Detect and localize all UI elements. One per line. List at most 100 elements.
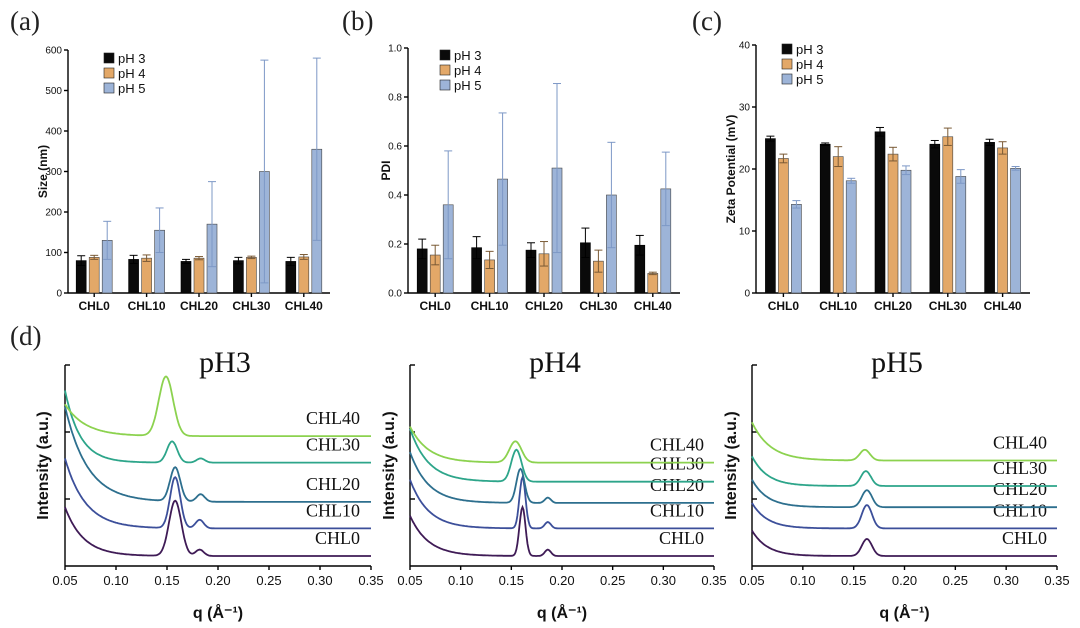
legend-swatch: [781, 43, 793, 55]
y-tick-label: 400: [45, 127, 62, 138]
x-tick-label: 0.35: [701, 573, 726, 588]
y-tick-label: 0: [744, 289, 750, 300]
x-tick-label: CHL20: [874, 299, 912, 313]
saxs-curve: [64, 406, 371, 503]
y-tick-label: 0.6: [388, 142, 402, 153]
bar: [887, 153, 899, 294]
y-tick-label: 0: [56, 289, 62, 300]
curve-label: CHL10: [306, 500, 360, 520]
legend-label: pH 4: [118, 66, 145, 81]
x-tick-label: 0.20: [892, 573, 917, 588]
saxs-curve: [64, 390, 371, 464]
legend-swatch: [103, 67, 115, 79]
legend-label: pH 3: [118, 51, 145, 66]
saxs-plot-ph3: 0.05 0.10 0.15 0.20 0.25 0.30 0.35 Intensity (a…: [35, 346, 384, 622]
curve-label: CHL40: [306, 408, 360, 428]
bar: [984, 142, 995, 294]
legend-swatch: [103, 52, 115, 64]
bar: [832, 156, 844, 294]
curve-label: CHL30: [993, 458, 1047, 478]
curve-label: CHL30: [650, 454, 704, 474]
curve-label: CHL20: [306, 474, 360, 494]
saxs-curve: [64, 375, 371, 437]
y-tick-label: 0.2: [388, 240, 402, 251]
x-tick-label: 0.05: [397, 573, 422, 588]
curve-label: CHL10: [650, 500, 704, 520]
bar-chart-zeta: 0 10 20 30 40 Zeta Potential (mV) CHL0 CHL10 CHL…: [724, 41, 1030, 313]
curve-label: CHL20: [993, 479, 1047, 499]
x-tick-label: CHL30: [929, 299, 967, 313]
x-tick-label: CHL0: [420, 299, 452, 313]
x-axis-label: q (Å⁻¹): [193, 603, 243, 622]
x-tick-label: 0.05: [739, 573, 764, 588]
y-axis-label: Intensity (a.u.): [381, 411, 398, 519]
curve-label: CHL30: [306, 435, 360, 455]
y-tick-label: 300: [45, 167, 62, 178]
y-tick-label: 600: [45, 46, 62, 57]
x-tick-label: CHL40: [285, 299, 323, 313]
x-axis-label: q (Å⁻¹): [537, 603, 587, 622]
x-tick-label: CHL30: [232, 299, 270, 313]
curve-label: CHL40: [650, 435, 704, 455]
curve-label: CHL20: [650, 475, 704, 495]
bar: [791, 204, 802, 294]
legend-label: pH 3: [454, 48, 481, 63]
x-tick-label: 0.15: [499, 573, 524, 588]
x-tick-label: 0.30: [307, 573, 332, 588]
legend-label: pH 5: [118, 81, 145, 96]
x-tick-label: 0.10: [448, 573, 473, 588]
saxs-curve: [409, 426, 714, 464]
legend-swatch: [439, 79, 451, 91]
x-tick-label: CHL0: [768, 299, 800, 313]
legend-swatch: [781, 58, 793, 70]
saxs-curve: [64, 458, 371, 530]
legend-swatch: [103, 82, 115, 94]
curve-label: CHL0: [1002, 528, 1047, 548]
curve-label: CHL10: [993, 500, 1047, 520]
bar: [141, 257, 152, 294]
legend-swatch: [439, 49, 451, 61]
x-tick-label: 0.10: [790, 573, 815, 588]
y-tick-label: 40: [739, 41, 751, 52]
bar: [246, 257, 257, 294]
bar: [765, 138, 776, 294]
y-tick-label: 0.0: [388, 289, 402, 300]
y-tick-label: 0.8: [388, 93, 402, 104]
y-tick-label: 200: [45, 208, 62, 219]
bar: [285, 261, 297, 294]
y-axis-label: Intensity (a.u.): [35, 411, 52, 519]
bar: [942, 136, 954, 294]
y-tick-label: 20: [739, 165, 751, 176]
x-tick-label: CHL30: [579, 299, 617, 313]
x-tick-label: 0.25: [256, 573, 281, 588]
x-tick-label: 0.35: [358, 573, 383, 588]
y-tick-label: 100: [45, 248, 62, 259]
x-tick-label: CHL10: [128, 299, 166, 313]
bar-chart-pdi: 0.0 0.2 0.4 0.6 0.8 1.0 PDI CHL0 CHL10 CHL20 CHL30…: [379, 44, 680, 313]
saxs-curve: [409, 428, 714, 483]
legend-label: pH 4: [796, 57, 823, 72]
legend-label: pH 4: [454, 63, 481, 78]
x-tick-label: 0.15: [841, 573, 866, 588]
curve-label: CHL0: [659, 528, 704, 548]
y-tick-label: 1.0: [388, 44, 402, 55]
x-tick-label: 0.25: [943, 573, 968, 588]
legend-label: pH 5: [796, 72, 823, 87]
panel-label-c: (c): [692, 6, 722, 36]
y-tick-label: 10: [739, 227, 751, 238]
saxs-curve: [409, 474, 714, 530]
x-tick-label: CHL10: [819, 299, 857, 313]
bar: [88, 257, 100, 294]
saxs-curve: [751, 421, 1057, 462]
y-tick-label: 0.4: [388, 191, 402, 202]
bar: [845, 180, 857, 294]
y-tick-label: 30: [739, 103, 751, 114]
x-tick-label: CHL40: [984, 299, 1022, 313]
saxs-curve: [409, 504, 714, 557]
bar: [128, 259, 139, 294]
panel-label-b: (b): [342, 6, 373, 36]
x-tick-label: CHL20: [525, 299, 563, 313]
saxs-curve: [751, 455, 1057, 487]
x-tick-label: CHL0: [79, 299, 111, 313]
